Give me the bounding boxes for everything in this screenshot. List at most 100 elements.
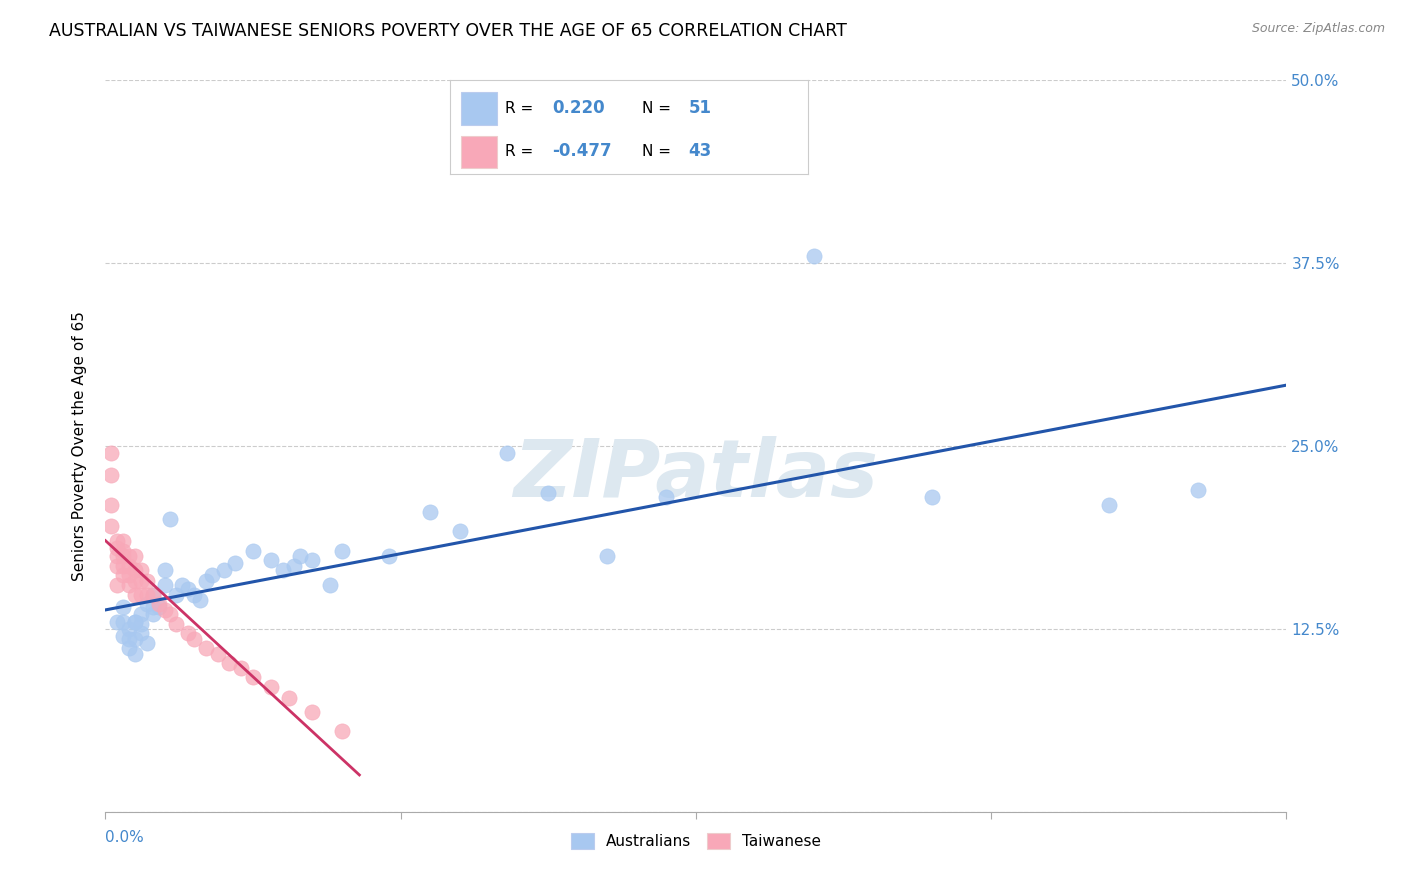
Y-axis label: Seniors Poverty Over the Age of 65: Seniors Poverty Over the Age of 65: [72, 311, 87, 581]
Text: 51: 51: [689, 99, 711, 118]
Point: [290, 549, 312, 563]
Point: [194, 640, 217, 655]
Point: [319, 578, 342, 592]
Point: [112, 544, 135, 558]
Point: [242, 544, 264, 558]
Point: [177, 582, 200, 597]
Point: [183, 632, 205, 646]
Point: [283, 558, 305, 573]
FancyBboxPatch shape: [461, 93, 496, 125]
Point: [148, 599, 170, 614]
Point: [118, 558, 141, 573]
Point: [165, 588, 187, 602]
Point: [142, 607, 165, 622]
Point: [118, 567, 141, 582]
Point: [188, 592, 211, 607]
Point: [201, 567, 224, 582]
Point: [105, 558, 128, 573]
Point: [1098, 498, 1121, 512]
Point: [100, 498, 122, 512]
Text: N =: N =: [641, 144, 676, 159]
Point: [112, 599, 135, 614]
Point: [212, 563, 235, 577]
Point: [129, 563, 152, 577]
Point: [118, 640, 141, 655]
Point: [330, 724, 353, 739]
Point: [105, 578, 128, 592]
Point: [260, 553, 283, 567]
Text: 0.0%: 0.0%: [105, 830, 145, 845]
Point: [100, 519, 122, 533]
Point: [142, 599, 165, 614]
Point: [148, 597, 170, 611]
Text: 0.220: 0.220: [553, 99, 605, 118]
Point: [277, 690, 299, 705]
Point: [242, 670, 264, 684]
Point: [105, 549, 128, 563]
Text: Source: ZipAtlas.com: Source: ZipAtlas.com: [1251, 22, 1385, 36]
Point: [112, 567, 135, 582]
Text: R =: R =: [506, 144, 538, 159]
Point: [135, 588, 157, 602]
Point: [124, 574, 146, 588]
Point: [142, 588, 165, 602]
Point: [135, 597, 157, 611]
Point: [129, 607, 152, 622]
Point: [112, 629, 135, 643]
Point: [177, 626, 200, 640]
Point: [142, 588, 165, 602]
Text: -0.477: -0.477: [553, 143, 612, 161]
Point: [124, 549, 146, 563]
Point: [596, 549, 619, 563]
Point: [159, 512, 181, 526]
Point: [194, 574, 217, 588]
Point: [135, 574, 157, 588]
Point: [159, 607, 181, 622]
Point: [124, 615, 146, 629]
Point: [803, 249, 825, 263]
Point: [218, 656, 240, 670]
Point: [378, 549, 401, 563]
Point: [165, 617, 187, 632]
Point: [118, 549, 141, 563]
Point: [153, 563, 176, 577]
Point: [112, 534, 135, 549]
Point: [124, 632, 146, 646]
Point: [129, 588, 152, 602]
Point: [105, 541, 128, 556]
FancyBboxPatch shape: [461, 136, 496, 169]
Point: [112, 615, 135, 629]
Point: [183, 588, 205, 602]
Point: [118, 578, 141, 592]
Point: [129, 574, 152, 588]
Text: ZIPatlas: ZIPatlas: [513, 436, 879, 515]
Point: [153, 578, 176, 592]
Point: [260, 681, 283, 695]
Point: [105, 615, 128, 629]
Point: [105, 534, 128, 549]
Point: [124, 588, 146, 602]
Text: 43: 43: [689, 143, 711, 161]
Point: [124, 615, 146, 629]
Point: [330, 544, 353, 558]
Point: [301, 705, 323, 719]
Point: [124, 647, 146, 661]
Point: [224, 556, 246, 570]
Text: AUSTRALIAN VS TAIWANESE SENIORS POVERTY OVER THE AGE OF 65 CORRELATION CHART: AUSTRALIAN VS TAIWANESE SENIORS POVERTY …: [49, 22, 846, 40]
Point: [112, 549, 135, 563]
Point: [419, 505, 441, 519]
Point: [100, 446, 122, 460]
Point: [129, 617, 152, 632]
Point: [301, 553, 323, 567]
Point: [112, 558, 135, 573]
Point: [449, 524, 471, 538]
Point: [100, 468, 122, 483]
Point: [655, 490, 678, 504]
Point: [207, 647, 229, 661]
Point: [496, 446, 519, 460]
Point: [1187, 483, 1209, 497]
Point: [118, 622, 141, 636]
Point: [135, 636, 157, 650]
Point: [921, 490, 943, 504]
Point: [172, 578, 194, 592]
